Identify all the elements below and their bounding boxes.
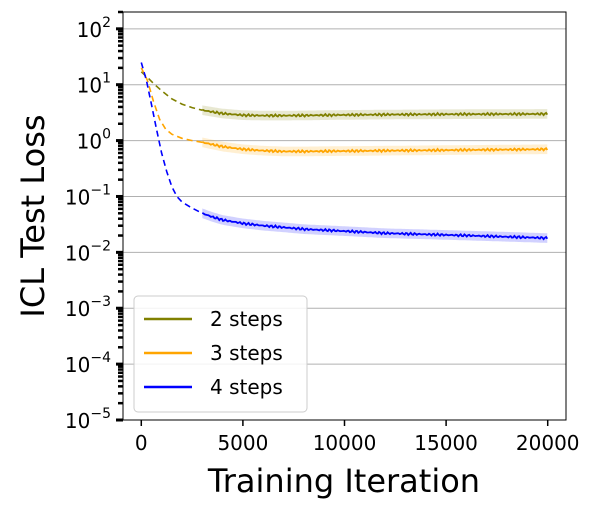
y-tick-label: 10−1 xyxy=(65,182,111,209)
y-tick-label: 10−5 xyxy=(65,406,111,433)
x-tick-label: 0 xyxy=(135,431,148,455)
x-tick-label: 20000 xyxy=(516,431,580,455)
series-dashed-segment xyxy=(140,67,203,144)
x-tick-label: 10000 xyxy=(313,431,377,455)
y-tick-label: 101 xyxy=(77,71,111,98)
y-tick-label: 10−4 xyxy=(65,350,111,377)
x-tick-label: 5000 xyxy=(217,431,268,455)
y-tick-label: 10−2 xyxy=(65,238,111,265)
y-axis-label: ICL Test Loss xyxy=(14,114,52,317)
series-line xyxy=(202,108,549,118)
y-tick-label: 100 xyxy=(77,127,111,154)
y-tick-label: 102 xyxy=(77,15,111,42)
legend-label: 3 steps xyxy=(210,341,283,365)
series-confidence-band xyxy=(202,105,548,121)
series-line xyxy=(201,212,549,241)
series-dashed-segment xyxy=(140,62,203,215)
series-dashed-segment xyxy=(140,71,203,111)
series-line xyxy=(201,141,549,154)
legend-label: 4 steps xyxy=(210,375,283,399)
series-lines xyxy=(140,62,549,241)
legend: 2 steps 3 steps 4 steps xyxy=(133,295,308,413)
y-tick-label: 10−3 xyxy=(65,294,111,321)
legend-label: 2 steps xyxy=(210,307,283,331)
x-tick-label: 15000 xyxy=(414,431,478,455)
x-axis: 0 5000 10000 15000 20000 xyxy=(135,420,580,455)
confidence-bands xyxy=(202,105,548,243)
y-axis: 10−5 10−4 10−3 10−2 10−1 100 101 102 xyxy=(65,10,123,433)
x-axis-label: Training Iteration xyxy=(207,462,480,500)
legend-frame xyxy=(133,295,308,413)
